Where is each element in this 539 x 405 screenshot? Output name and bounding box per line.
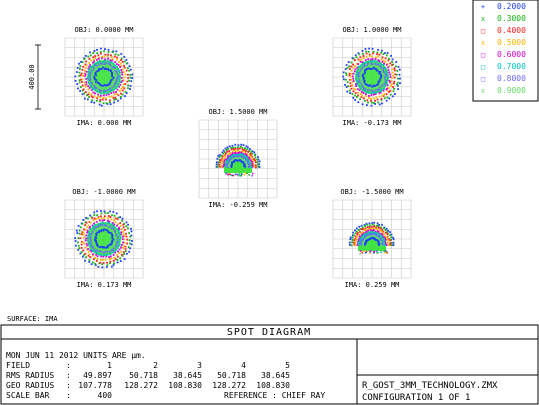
legend-label: 0.4000 (497, 26, 526, 35)
spot-panel: OBJ: 0.0000 MM IMA: 0.000 MM (64, 26, 144, 127)
geo-radius-value: 108.830 (256, 381, 290, 390)
diagram-title: SPOT DIAGRAM (227, 327, 311, 338)
rms-radius-value: 49.897 (83, 371, 112, 380)
rms-radius-value: 50.718 (217, 371, 246, 380)
ray-points (74, 47, 134, 107)
lens-filename: R_GOST_3MM_TECHNOLOGY.ZMX (362, 381, 498, 391)
spot-panel: OBJ: -1.5000 MM IMA: 0.259 MM (332, 188, 412, 289)
legend-item: □ 0.7000 (481, 62, 526, 71)
legend-marker: □ (481, 63, 485, 71)
object-height-label: OBJ: -1.0000 MM (72, 188, 135, 196)
legend-marker: x (481, 87, 485, 95)
legend-label: 0.5000 (497, 38, 526, 47)
legend-item: x 0.9000 (481, 86, 526, 95)
spot-panel: OBJ: -1.0000 MM IMA: 0.173 MM (64, 188, 144, 289)
spot-panel: OBJ: 1.5000 MM IMA: -0.259 MM (198, 108, 278, 209)
scale-bar: 400.00 (28, 44, 41, 110)
legend-item: □ 0.6000 (481, 50, 526, 59)
legend-label: 0.9000 (497, 86, 526, 95)
image-height-label: IMA: 0.173 MM (77, 281, 132, 289)
ray-points (342, 47, 401, 107)
legend-item: □ 0.4000 (481, 26, 526, 35)
rms-radius-value: 38.645 (173, 371, 202, 380)
legend-marker: □ (481, 75, 485, 83)
spot-grid (332, 37, 412, 117)
scale-value: 400 (98, 391, 113, 400)
legend-label: 0.6000 (497, 50, 526, 59)
scale-colon: : (66, 391, 71, 400)
image-height-label: IMA: 0.259 MM (345, 281, 400, 289)
object-height-label: OBJ: 0.0000 MM (74, 26, 133, 34)
rms-radius-value: 50.718 (129, 371, 158, 380)
geo-radius-value: 108.830 (168, 381, 202, 390)
object-height-label: OBJ: 1.0000 MM (342, 26, 401, 34)
legend-marker: □ (481, 27, 485, 35)
field-number: 2 (153, 361, 158, 370)
legend-marker: □ (481, 51, 485, 59)
info-block: SPOT DIAGRAM MON JUN 11 2012 UNITS ARE µ… (0, 324, 539, 405)
field-number: 1 (107, 361, 112, 370)
rms-colon: : (66, 371, 71, 380)
ray-points (215, 143, 261, 177)
ray-points (348, 221, 395, 255)
field-number: 5 (285, 361, 290, 370)
geo-label: GEO RADIUS (6, 381, 54, 390)
legend-item: x 0.3000 (481, 14, 526, 23)
geo-radius-value: 107.778 (78, 381, 112, 390)
wavelength-legend: +0.2000 x 0.3000 □ 0.4000 x 0.5000 □ 0.6000 □ 0.70… (472, 0, 539, 102)
spot-panel: OBJ: 1.0000 MM IMA: -0.173 MM (332, 26, 412, 127)
legend-label: 0.7000 (497, 62, 526, 71)
legend-item: +0.2000 (481, 2, 526, 11)
rms-radius-value: 38.645 (261, 371, 290, 380)
configuration-text: CONFIGURATION 1 OF 1 (362, 393, 470, 403)
field-colon: : (66, 361, 71, 370)
scale-bar-label: 400.00 (28, 64, 36, 89)
legend-marker: x (481, 39, 485, 47)
surface-label: SURFACE: IMA (7, 315, 58, 323)
geo-radius-value: 128.272 (212, 381, 246, 390)
rms-label: RMS RADIUS (6, 371, 54, 380)
geo-colon: : (66, 381, 71, 390)
date-units: MON JUN 11 2012 UNITS ARE µm. (6, 351, 146, 360)
reference-text: REFERENCE : CHIEF RAY (224, 391, 325, 400)
field-label: FIELD (6, 361, 30, 370)
legend-label: 0.3000 (497, 14, 526, 23)
ray-points (74, 210, 133, 269)
image-height-label: IMA: 0.000 MM (77, 119, 132, 127)
object-height-label: OBJ: 1.5000 MM (208, 108, 267, 116)
legend-marker: + (481, 3, 485, 11)
geo-radius-value: 128.272 (124, 381, 158, 390)
scale-label: SCALE BAR (6, 391, 50, 400)
legend-item: □ 0.8000 (481, 74, 526, 83)
legend-label: 0.2000 (497, 2, 526, 11)
legend-item: x 0.5000 (481, 38, 526, 47)
field-number: 3 (197, 361, 202, 370)
image-height-label: IMA: -0.173 MM (342, 119, 401, 127)
image-height-label: IMA: -0.259 MM (208, 201, 267, 209)
legend-marker: x (481, 15, 485, 23)
object-height-label: OBJ: -1.5000 MM (340, 188, 403, 196)
field-number: 4 (241, 361, 246, 370)
legend-label: 0.8000 (497, 74, 526, 83)
